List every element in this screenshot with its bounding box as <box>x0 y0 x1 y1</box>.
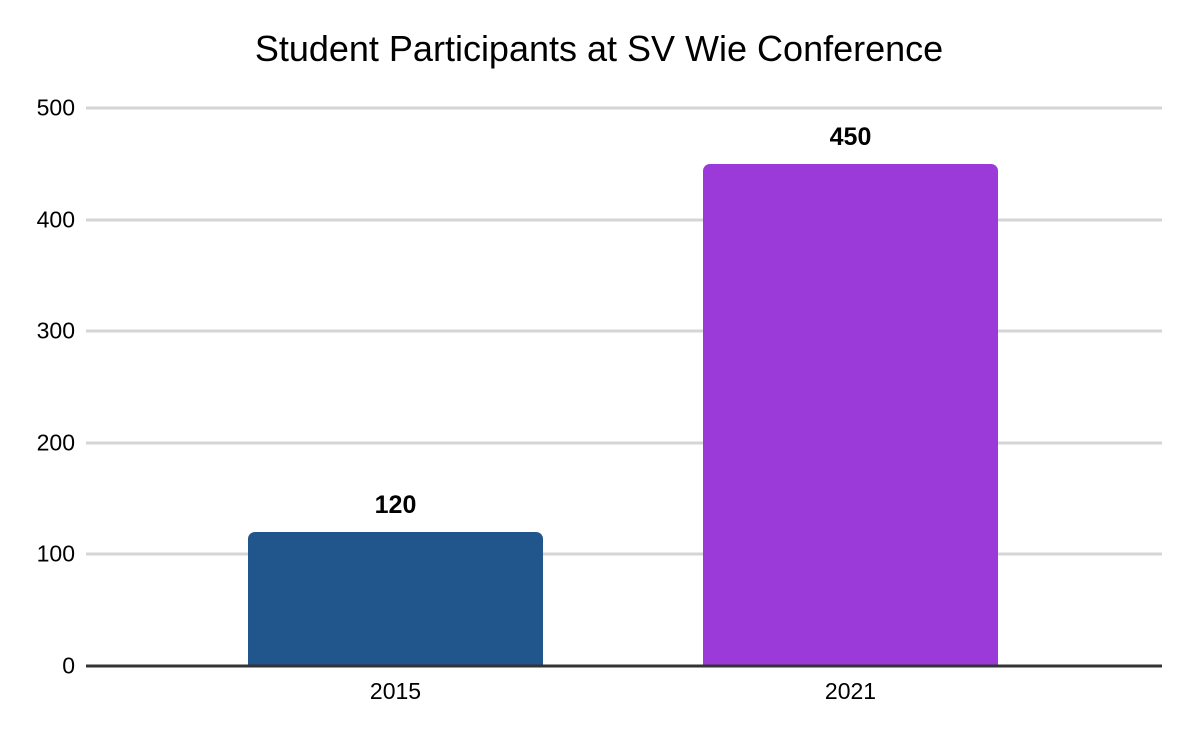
x-axis-line <box>86 664 1162 668</box>
chart-title: Student Participants at SV Wie Conferenc… <box>254 28 944 69</box>
bar-2021 <box>703 163 998 666</box>
y-axis-labels: 0 100 200 300 400 500 <box>0 95 75 679</box>
y-tick-label-100: 100 <box>36 540 75 567</box>
bar-value-label-2015: 120 <box>374 491 417 520</box>
y-tick-label-500: 500 <box>36 94 75 121</box>
y-tick-label-200: 200 <box>36 429 75 456</box>
bar-2015 <box>248 532 543 666</box>
y-tick-label-0: 0 <box>62 652 75 679</box>
y-tick-label-300: 300 <box>36 317 75 344</box>
gridline-500 <box>86 106 1162 110</box>
gridline-100 <box>86 552 1162 556</box>
gridline-400 <box>86 218 1162 222</box>
gridline-200 <box>86 441 1162 445</box>
plot-area: 120 2015 450 2021 <box>86 106 1162 704</box>
gridline-300 <box>86 329 1162 333</box>
x-tick-label-2015: 2015 <box>369 678 422 704</box>
bar-value-label-2021: 450 <box>829 122 872 151</box>
y-tick-label-400: 400 <box>36 206 75 233</box>
x-tick-label-2021: 2021 <box>824 678 877 704</box>
